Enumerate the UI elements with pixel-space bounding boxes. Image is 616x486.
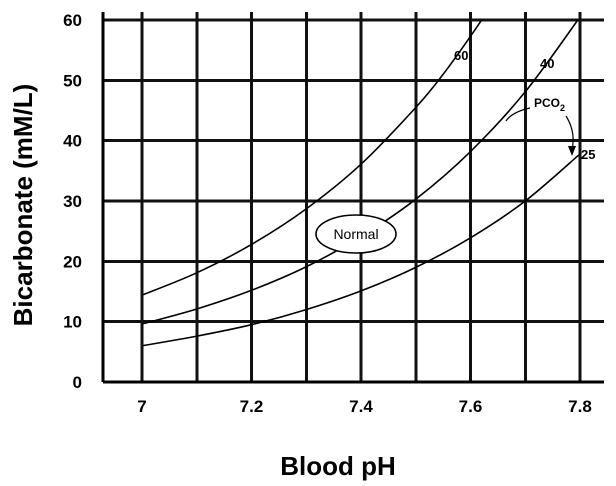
series-line-pco2-60: [141, 20, 483, 296]
y-axis-title: Bicarbonate (mM/L): [8, 84, 38, 327]
pco2-leader-25: [565, 115, 574, 151]
labels: 7 7.2 7.4 7.6 7.8 0 10 20 30 40 50 60 60 40 25: [63, 11, 595, 416]
axes: [101, 12, 604, 384]
x-tick-label: 7.6: [459, 397, 483, 416]
x-tick-label: 7: [137, 397, 146, 416]
y-tick-label: 50: [63, 71, 82, 90]
series-line-pco2-25: [141, 153, 581, 347]
x-tick-label: 7.2: [240, 397, 264, 416]
y-tick-label: 20: [63, 252, 82, 271]
pco2-label: PCO2: [534, 96, 565, 113]
y-tick-label: 30: [63, 192, 82, 211]
series-label-pco2-40: 40: [540, 56, 554, 71]
x-tick-label: 7.4: [349, 397, 373, 416]
normal-annotation: Normal: [315, 214, 397, 254]
pco2-leader-40: [505, 107, 531, 122]
y-tick-label: 40: [63, 132, 82, 151]
x-axis-title: Blood pH: [280, 451, 396, 481]
x-tick-label: 7.8: [568, 397, 592, 416]
series-label-pco2-25: 25: [581, 147, 595, 162]
y-tick-label: 0: [73, 373, 82, 392]
y-tick-label: 10: [63, 313, 82, 332]
pco2-label-main: PCO: [534, 96, 560, 110]
series-label-pco2-60: 60: [454, 48, 468, 63]
pco2-arrowhead: [568, 146, 576, 156]
grid: [103, 12, 604, 382]
normal-ellipse: [315, 214, 397, 254]
y-tick-label: 60: [63, 11, 82, 30]
normal-label: Normal: [333, 226, 378, 242]
pco2-label-subscript: 2: [560, 103, 565, 113]
pco2-annotation: PCO2: [505, 96, 576, 156]
